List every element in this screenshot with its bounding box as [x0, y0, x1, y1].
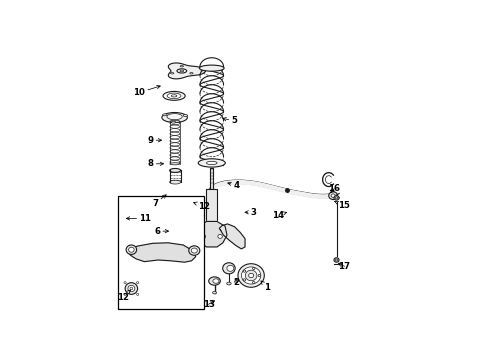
Text: 4: 4: [228, 181, 240, 190]
Ellipse shape: [189, 246, 200, 255]
Ellipse shape: [199, 65, 224, 71]
Ellipse shape: [126, 245, 137, 255]
Polygon shape: [169, 63, 205, 79]
Ellipse shape: [137, 282, 139, 284]
Bar: [118, 195, 204, 309]
Ellipse shape: [170, 120, 180, 122]
Text: 1: 1: [261, 281, 270, 292]
Ellipse shape: [128, 285, 135, 292]
Ellipse shape: [334, 195, 339, 200]
Ellipse shape: [167, 114, 182, 120]
Text: 9: 9: [147, 136, 162, 145]
Ellipse shape: [248, 273, 254, 278]
Ellipse shape: [335, 259, 338, 261]
Ellipse shape: [163, 91, 185, 100]
Ellipse shape: [167, 93, 181, 99]
Ellipse shape: [209, 277, 221, 285]
Text: 6: 6: [154, 227, 169, 236]
Text: 15: 15: [335, 201, 349, 210]
Polygon shape: [128, 243, 196, 262]
Text: 16: 16: [328, 184, 340, 193]
Ellipse shape: [331, 194, 335, 198]
Ellipse shape: [170, 168, 181, 172]
Ellipse shape: [183, 114, 188, 117]
Ellipse shape: [227, 265, 234, 271]
Ellipse shape: [128, 247, 134, 252]
Text: 7: 7: [152, 195, 166, 208]
Text: 13: 13: [202, 300, 215, 309]
Text: 8: 8: [147, 159, 164, 168]
Ellipse shape: [124, 293, 126, 295]
Bar: [210, 168, 213, 189]
Ellipse shape: [243, 279, 245, 281]
Ellipse shape: [198, 159, 225, 167]
Text: 12: 12: [194, 202, 210, 211]
Text: 12: 12: [117, 290, 130, 302]
Ellipse shape: [163, 114, 167, 116]
Ellipse shape: [243, 270, 245, 272]
Ellipse shape: [190, 73, 193, 74]
Ellipse shape: [335, 197, 338, 199]
Ellipse shape: [170, 163, 180, 165]
Ellipse shape: [180, 66, 183, 67]
Ellipse shape: [130, 287, 133, 290]
Ellipse shape: [125, 283, 138, 294]
Ellipse shape: [124, 282, 126, 284]
Text: 11: 11: [126, 214, 151, 223]
Ellipse shape: [177, 69, 187, 73]
Bar: [206, 189, 217, 244]
Ellipse shape: [180, 70, 184, 72]
Ellipse shape: [162, 112, 187, 122]
Ellipse shape: [242, 267, 261, 284]
Ellipse shape: [245, 270, 257, 281]
Ellipse shape: [213, 279, 219, 283]
Ellipse shape: [329, 192, 338, 199]
Polygon shape: [196, 221, 227, 247]
Ellipse shape: [191, 248, 197, 253]
Ellipse shape: [172, 121, 176, 123]
Ellipse shape: [201, 234, 206, 238]
Ellipse shape: [213, 292, 217, 294]
Text: 14: 14: [272, 211, 287, 220]
Text: 5: 5: [223, 116, 237, 125]
Ellipse shape: [172, 95, 177, 97]
Ellipse shape: [206, 161, 217, 165]
Ellipse shape: [334, 258, 339, 262]
Ellipse shape: [252, 267, 255, 270]
Text: 2: 2: [233, 279, 239, 288]
Ellipse shape: [252, 282, 255, 284]
Text: 3: 3: [245, 208, 257, 217]
Ellipse shape: [218, 234, 222, 238]
Ellipse shape: [137, 293, 139, 295]
Ellipse shape: [223, 263, 235, 274]
Ellipse shape: [238, 264, 264, 287]
Polygon shape: [219, 224, 245, 249]
Ellipse shape: [227, 282, 231, 285]
Ellipse shape: [170, 180, 181, 184]
Ellipse shape: [258, 274, 261, 276]
Ellipse shape: [171, 73, 174, 74]
Text: 17: 17: [339, 262, 350, 271]
Text: 10: 10: [133, 85, 160, 97]
